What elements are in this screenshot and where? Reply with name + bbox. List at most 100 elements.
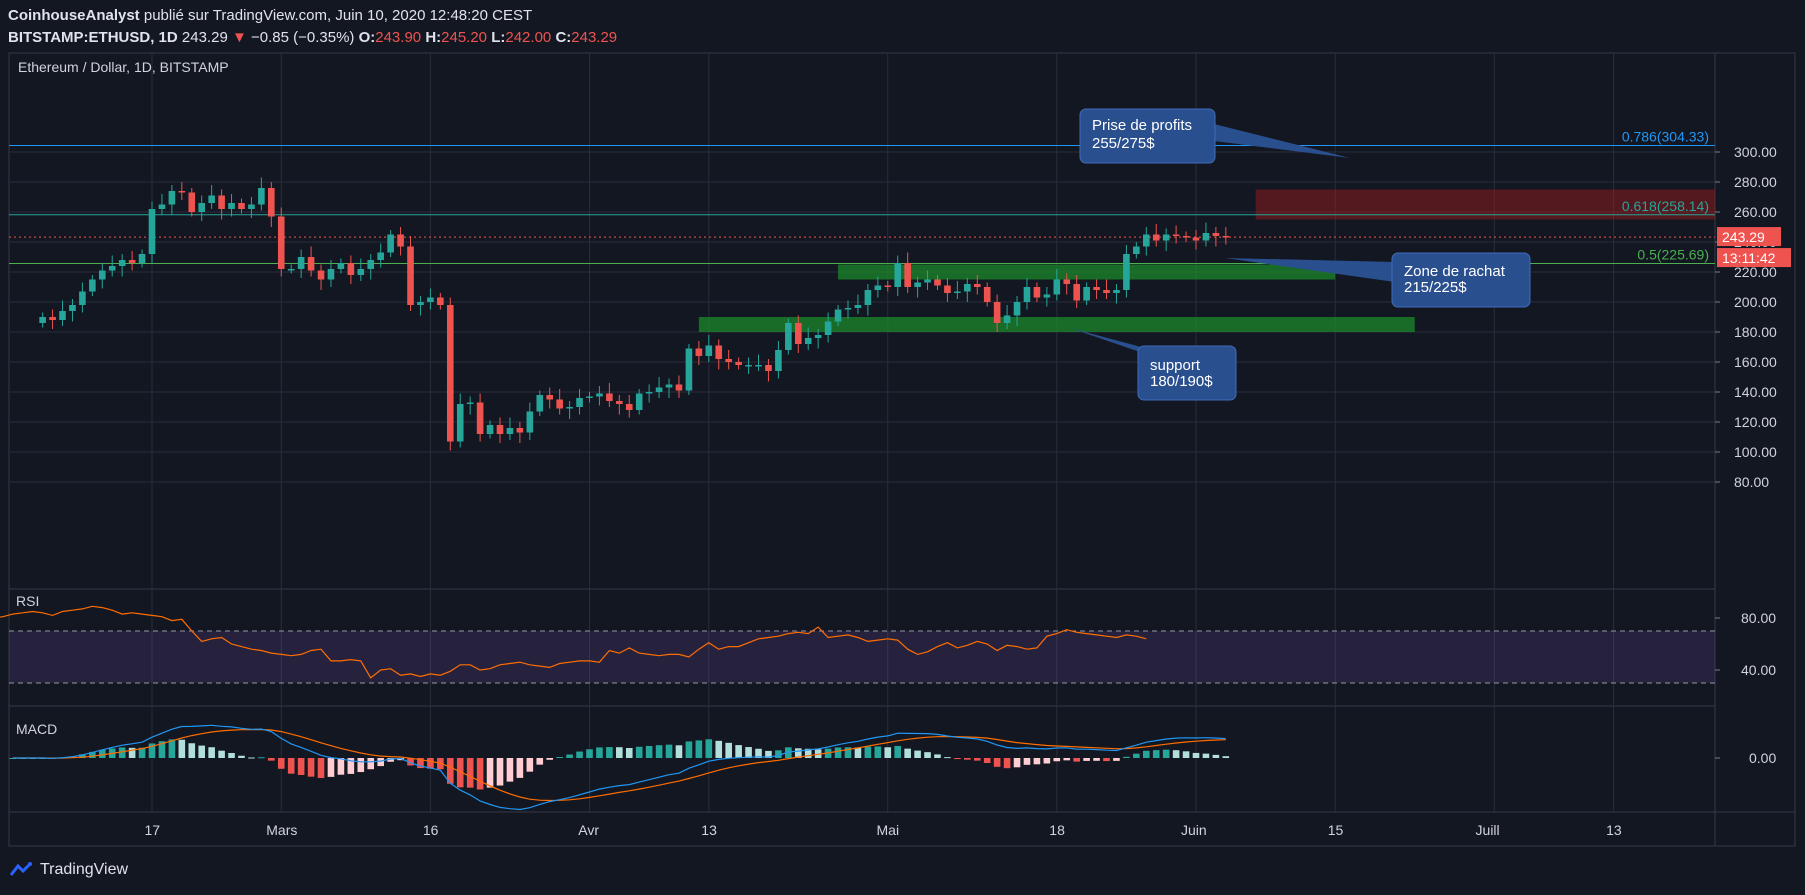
macd-histogram-bar	[158, 741, 166, 758]
candle-body	[1103, 290, 1110, 293]
macd-histogram-bar	[268, 758, 275, 761]
macd-histogram-bar	[566, 754, 573, 758]
price-tick-label: 220.00	[1734, 264, 1777, 280]
macd-histogram-bar	[904, 748, 911, 758]
macd-histogram-bar	[655, 745, 663, 758]
close-label: C:	[555, 29, 572, 46]
macd-histogram-bar	[1043, 758, 1051, 764]
macd-histogram-bar	[387, 758, 394, 762]
candle-body	[735, 362, 742, 365]
candle-body	[268, 188, 275, 217]
candle-body	[934, 279, 941, 286]
candle-body	[287, 269, 295, 271]
candle-body	[1192, 237, 1200, 241]
macd-histogram-bar	[536, 758, 544, 765]
profit-note[interactable]: Prise de profits 255/275$	[1079, 108, 1350, 164]
macd-histogram-bar	[993, 758, 1001, 767]
time-tick-label: 18	[1049, 822, 1065, 838]
rsi-pane[interactable]	[8, 588, 1716, 707]
candle-body	[228, 203, 235, 209]
candle-body	[357, 269, 365, 275]
macd-signal-line	[12, 728, 1226, 802]
candle-body	[566, 407, 573, 409]
support-note[interactable]: support 180/190$	[1070, 328, 1237, 401]
candle-body	[188, 192, 196, 212]
buy-note-line2: 215/225$	[1404, 279, 1467, 296]
buy-note-box	[1391, 252, 1531, 308]
buy-note[interactable]: Zone de rachat 215/225$	[1225, 252, 1531, 308]
macd-pane[interactable]	[8, 705, 1716, 847]
fib-level-label: 0.786(304.33)	[1622, 129, 1709, 145]
macd-histogram-bar	[178, 739, 186, 758]
candle-body	[844, 308, 852, 310]
candle-body	[1172, 234, 1180, 236]
macd-histogram-bar	[357, 758, 365, 773]
macd-histogram-bar	[138, 747, 146, 758]
candle-body	[118, 260, 126, 266]
macd-histogram-bar	[775, 750, 782, 758]
macd-histogram-bar	[1003, 758, 1011, 769]
candle-body	[1123, 254, 1130, 290]
macd-histogram-bar	[297, 758, 305, 775]
candle-body	[516, 428, 524, 433]
rsi-line	[0, 605, 1147, 679]
macd-histogram-bar	[695, 740, 703, 758]
candle-body	[854, 305, 862, 308]
macd-histogram-bar	[854, 747, 862, 758]
price-tick-label: 180.00	[1734, 324, 1777, 340]
candle-body	[785, 323, 792, 350]
candle-body	[616, 401, 623, 404]
macd-histogram-bar	[934, 754, 941, 758]
time-tick-label: 15	[1328, 822, 1344, 838]
macd-histogram-bar	[983, 758, 991, 764]
macd-histogram-bar	[317, 758, 325, 779]
candle-body	[606, 393, 613, 401]
macd-histogram-bar	[148, 743, 156, 758]
candle-body	[297, 257, 305, 269]
macd-histogram-bar	[287, 758, 295, 774]
author-name[interactable]: CoinhouseAnalyst	[8, 7, 140, 24]
macd-histogram-bar	[705, 739, 713, 758]
candle-body	[1152, 234, 1160, 241]
tradingview-brand[interactable]: TradingView	[10, 861, 128, 879]
candle-body	[1023, 287, 1031, 302]
candle-body	[586, 396, 593, 398]
macd-histogram-bar	[1063, 758, 1071, 761]
macd-histogram-bar	[526, 758, 534, 772]
time-tick-label: Juin	[1181, 822, 1207, 838]
candle-body	[198, 203, 206, 212]
candle-body	[765, 365, 772, 371]
macd-histogram-bar	[347, 758, 355, 774]
candle-body	[317, 270, 325, 280]
macd-histogram-bar	[635, 746, 643, 758]
candle-body	[526, 411, 534, 433]
candle-body	[1003, 315, 1011, 323]
candle-body	[168, 191, 176, 205]
candle-body	[506, 428, 514, 434]
candle-body	[1212, 233, 1220, 236]
macd-histogram-bar	[794, 748, 802, 758]
quote-line: BITSTAMP:ETHUSD, 1D 243.29 ▼ −0.85 (−0.3…	[8, 29, 617, 46]
candle-body	[1113, 290, 1120, 293]
candle-body	[705, 345, 713, 356]
macd-histogram-bar	[1192, 752, 1200, 758]
macd-histogram-bar	[446, 758, 454, 784]
candle-body	[715, 345, 723, 359]
price-tick-label: 300.00	[1734, 144, 1777, 160]
candle-body	[1013, 302, 1021, 316]
price-axis[interactable]	[1714, 52, 1796, 847]
candle-body	[1093, 287, 1100, 290]
candle-body	[1053, 279, 1061, 295]
candle-body	[695, 348, 703, 356]
macd-histogram-bar	[1212, 754, 1220, 758]
candle-body	[128, 260, 136, 263]
time-tick-label: 13	[701, 822, 717, 838]
macd-histogram-bar	[1053, 758, 1061, 762]
macd-histogram-bar	[367, 758, 375, 770]
macd-histogram-bar	[168, 739, 176, 758]
candle-body	[804, 338, 812, 344]
candle-body	[1133, 246, 1140, 254]
profit-note-line2: 255/275$	[1092, 135, 1155, 152]
candle-body	[238, 203, 245, 209]
